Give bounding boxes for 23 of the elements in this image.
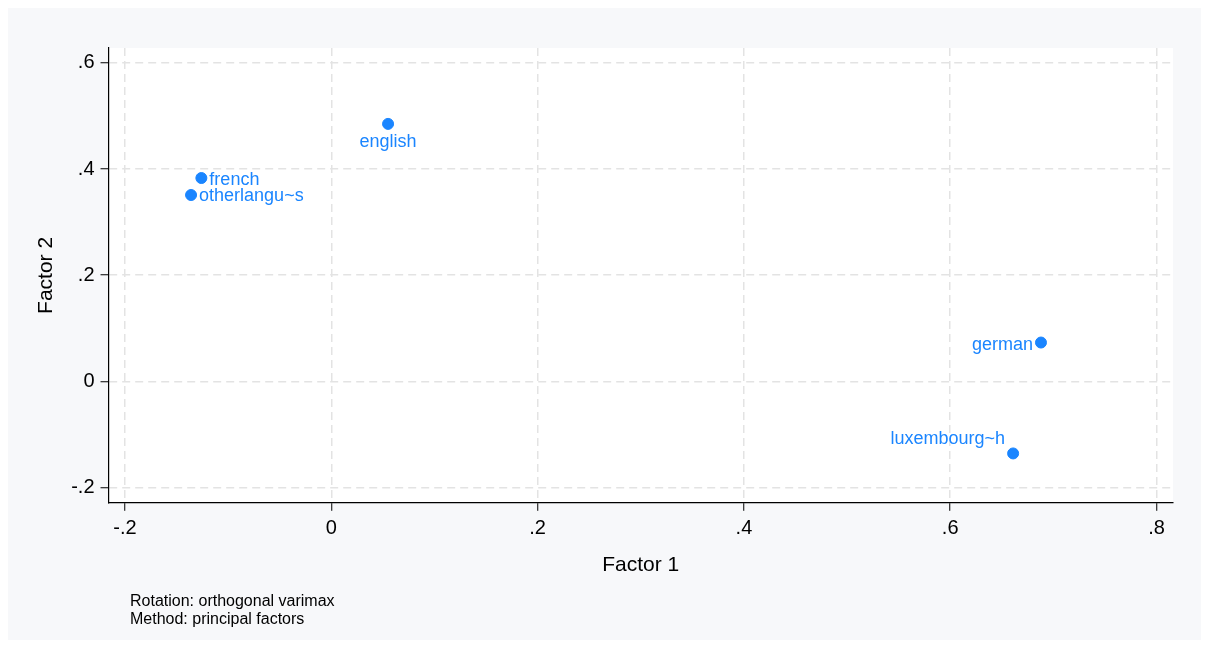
- point: [1007, 447, 1020, 460]
- y-tick-label: .4: [77, 156, 95, 179]
- y-tick-label: .6: [77, 50, 95, 73]
- x-tick-label: .4: [735, 516, 753, 539]
- annotation: german: [971, 333, 1033, 354]
- annotation: english: [359, 130, 417, 151]
- point: [1034, 336, 1047, 349]
- annotation: luxembourg~h: [890, 428, 1006, 449]
- x-tick-label: 0: [325, 516, 337, 539]
- text: Rotation: orthogonal varimax: [130, 592, 335, 610]
- point: [195, 172, 208, 185]
- x-tick-label: .8: [1148, 516, 1165, 539]
- x-tick-label: .6: [941, 516, 959, 539]
- x-tick-label: -.2: [113, 516, 137, 539]
- y-tick-label: 0: [83, 368, 95, 391]
- text: Method: principal factors: [130, 610, 305, 628]
- point: [382, 117, 395, 130]
- y-tick-label: -.2: [71, 474, 95, 497]
- y-tick-label: .2: [77, 262, 95, 285]
- x-axis-title: Factor 1: [602, 552, 680, 576]
- x-tick-label: .2: [529, 516, 546, 539]
- point: [185, 189, 198, 201]
- y-axis-title: Factor 2: [33, 236, 57, 314]
